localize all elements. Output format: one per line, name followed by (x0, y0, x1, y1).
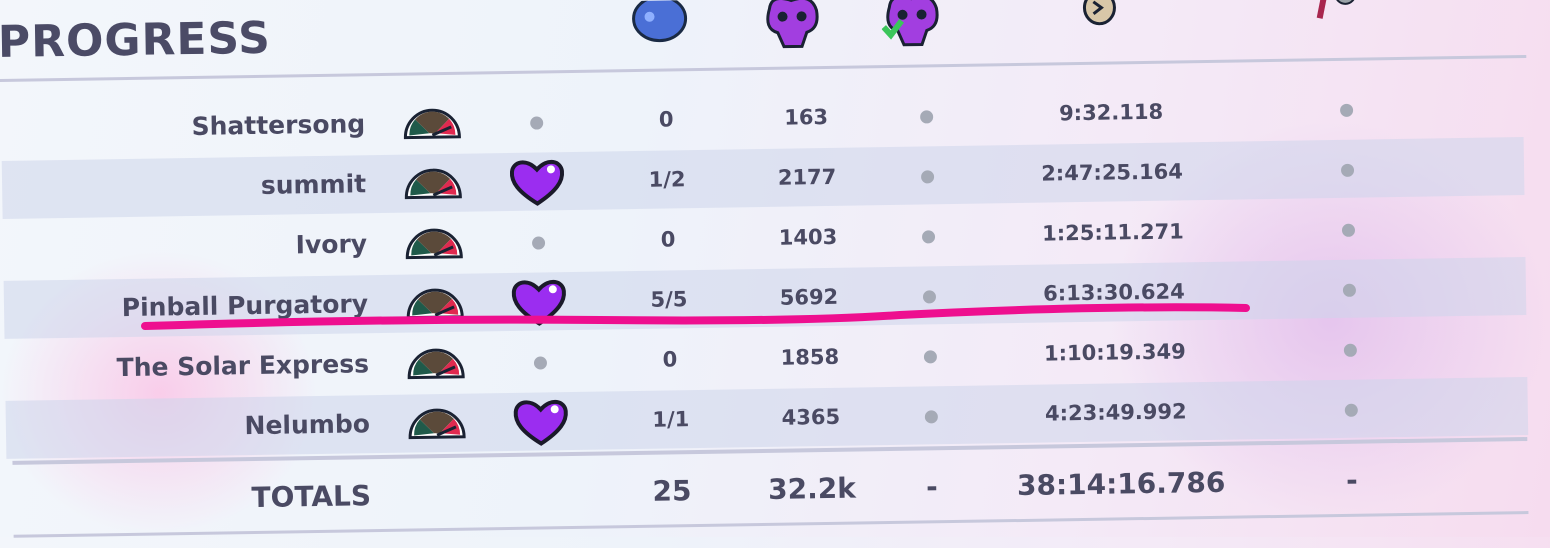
table-row[interactable]: Nelumbo 1/1 4365 4:23:49.992 (5, 377, 1529, 459)
difficulty-gauge-icon (403, 214, 466, 273)
table-row[interactable]: The Solar Express 0 1858 1:10:19.349 (5, 317, 1528, 399)
strawberry-icon (631, 0, 688, 43)
skull-golden-deaths-icon (881, 0, 942, 47)
table-row[interactable]: Shattersong 0 163 9:32.118 (1, 77, 1524, 159)
difficulty-gauge-icon (405, 334, 468, 393)
difficulty-gauge-icon (402, 154, 465, 213)
skull-deaths-icon (761, 0, 822, 49)
difficulty-gauge-icon (405, 394, 468, 453)
clock-icon (1081, 0, 1118, 28)
pink-underline-annotation (141, 303, 1250, 330)
table-row[interactable]: Ivory 0 1403 1:25:11.271 (3, 197, 1526, 279)
difficulty-gauge-icon (404, 274, 467, 333)
table-row[interactable]: Pinball Purgatory 5/5 5692 6:13:30.624 (3, 257, 1527, 339)
table-row[interactable]: summit 1/2 2177 2:47:25.164 (1, 137, 1525, 219)
difficulty-gauge-icon (401, 94, 464, 153)
crystal-heart-icon (502, 152, 573, 211)
crystal-heart-icon (505, 392, 576, 451)
flag-icon (1313, 0, 1364, 24)
crystal-heart-icon (504, 272, 575, 331)
